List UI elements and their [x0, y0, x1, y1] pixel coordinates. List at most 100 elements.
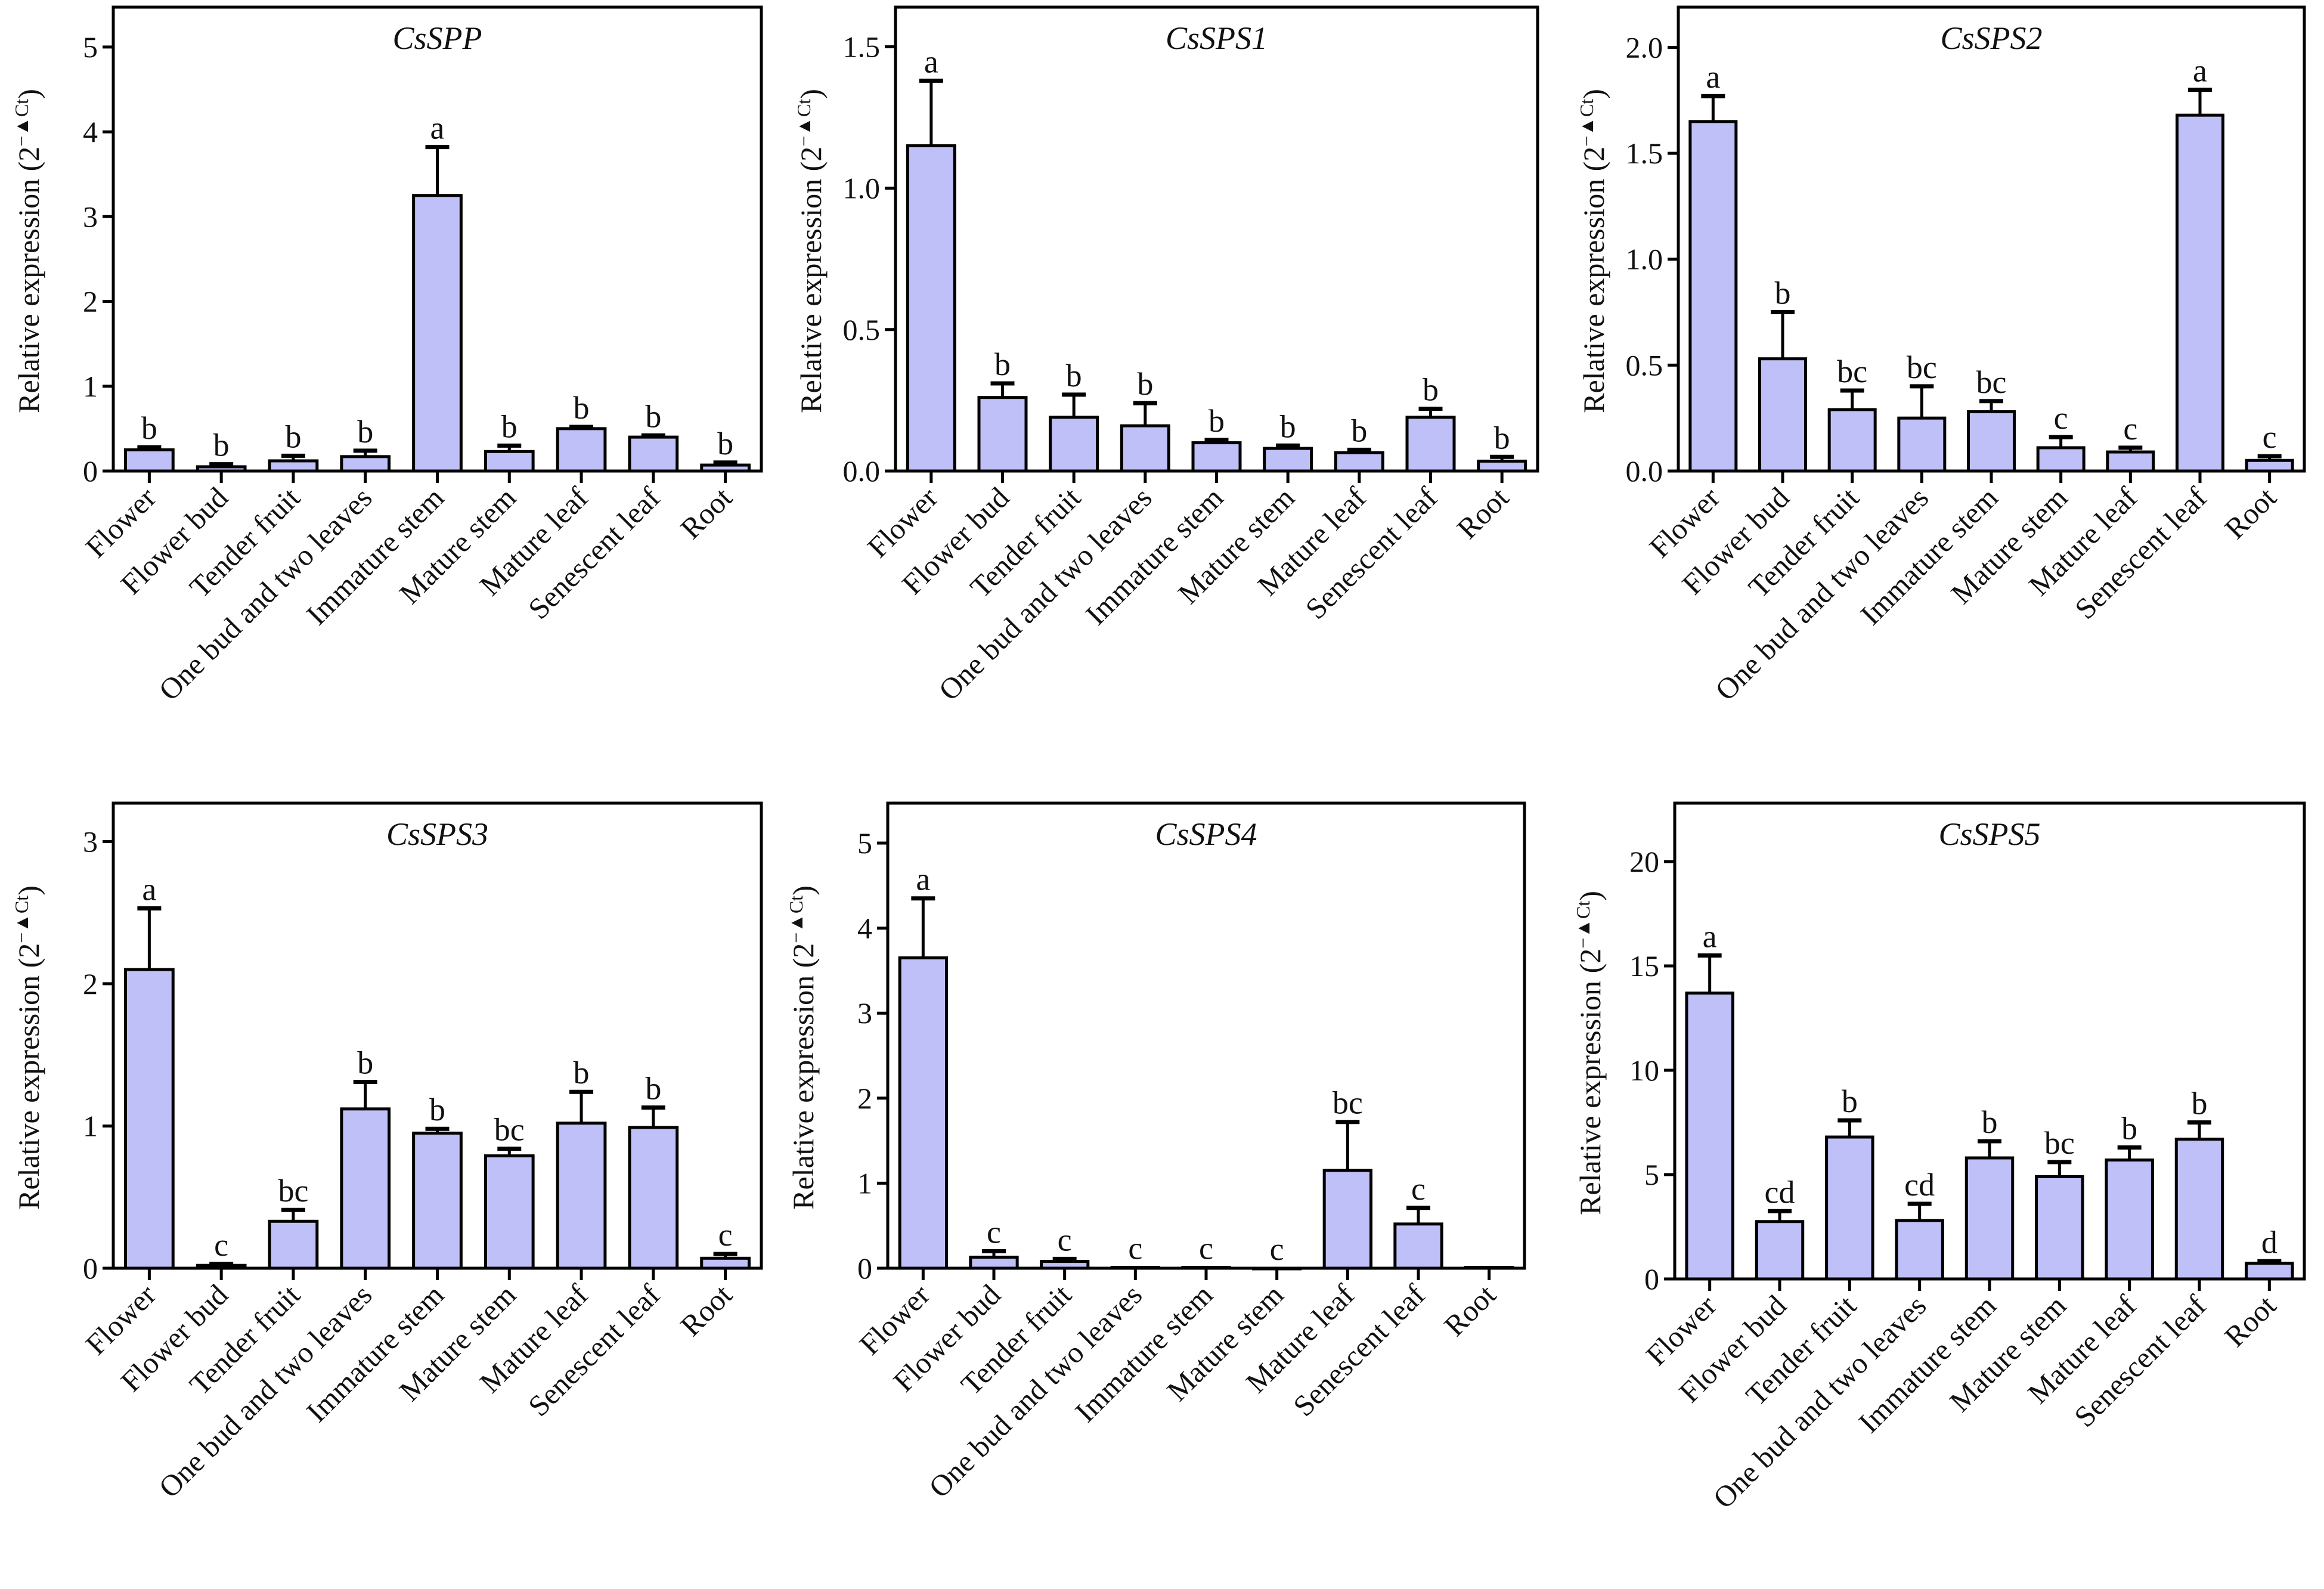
significance-letter: b — [1982, 1104, 1998, 1140]
y-tick-label: 5 — [857, 826, 872, 860]
bar-mature-leaf — [556, 427, 607, 473]
bar-senescent-leaf — [2174, 1138, 2224, 1281]
y-axis-label: Relative expression (2−▲Ct) — [1572, 891, 1607, 1215]
significance-letter: bc — [494, 1112, 525, 1148]
significance-letter: c — [2123, 411, 2137, 447]
y-tick-label: 0 — [857, 1252, 872, 1285]
bar-tender-fruit — [268, 1219, 319, 1270]
y-tick-label: 1.5 — [843, 30, 881, 63]
significance-letter: bc — [278, 1173, 308, 1209]
y-tick-label: 0.0 — [1626, 454, 1663, 488]
bar-flower — [906, 144, 956, 473]
significance-letter: b — [1351, 413, 1367, 448]
y-axis-label: Relative expression (2−▲Ct) — [11, 885, 45, 1210]
bar-root — [700, 1256, 751, 1270]
y-tick-label: 2.0 — [1626, 30, 1663, 64]
significance-letter: c — [1270, 1231, 1284, 1267]
significance-letter: c — [1199, 1231, 1213, 1266]
y-tick-label: 2 — [83, 285, 98, 318]
bar-flower-bud — [977, 396, 1028, 473]
x-tick-label: Root — [1437, 1278, 1502, 1342]
bar-immature-stem — [1964, 1156, 2015, 1281]
significance-letter: b — [645, 1070, 661, 1106]
bar-tender-fruit — [268, 459, 319, 473]
y-axis-label-main: Relative expression (2 — [786, 943, 820, 1210]
significance-letter: b — [994, 346, 1011, 382]
chart-title: CsSPS5 — [1938, 816, 2040, 852]
significance-letter: a — [2193, 53, 2207, 89]
y-tick-label: 4 — [857, 912, 872, 945]
y-tick-label: 2 — [83, 967, 98, 1001]
bar-flower-bud — [196, 1263, 247, 1270]
bar-mature-leaf — [2105, 1159, 2154, 1281]
y-tick-label: 4 — [83, 115, 98, 148]
bar-flower — [1685, 992, 1734, 1281]
significance-letter: d — [2261, 1224, 2277, 1260]
y-axis-label: Relative expression (2−▲Ct) — [11, 89, 45, 413]
significance-letter: a — [142, 872, 156, 907]
significance-letter: a — [1703, 919, 1717, 955]
significance-letter: a — [924, 44, 938, 79]
significance-letter: b — [645, 398, 661, 434]
y-tick-label: 15 — [1629, 949, 1659, 983]
bar-flower-bud — [1758, 357, 1807, 473]
significance-letter: b — [213, 428, 230, 463]
bar-one-bud-and-two-leaves — [1897, 416, 1947, 473]
bar-root — [2245, 459, 2294, 473]
bar-immature-stem — [412, 1131, 463, 1270]
bar-flower-bud — [1755, 1220, 1805, 1281]
significance-letter: b — [285, 419, 301, 454]
bar-mature-leaf — [556, 1122, 607, 1270]
significance-letter: cd — [1904, 1167, 1935, 1203]
bar-flower — [124, 448, 175, 473]
significance-letter: c — [2263, 419, 2277, 455]
bar-one-bud-and-two-leaves — [1895, 1219, 1944, 1281]
significance-letter: cd — [1765, 1174, 1795, 1210]
bar-flower — [1688, 120, 1738, 473]
chart-panel-CsSPS2: CsSPS2 0.0 0.5 1.0 1.5 2.0 Relative expression… — [1576, 5, 2306, 707]
y-axis-label-close: ) — [794, 89, 828, 99]
bar-senescent-leaf — [628, 435, 679, 473]
plot-frame — [886, 801, 1526, 1270]
bar-flower — [898, 956, 948, 1270]
y-axis-label-exponent: −▲Ct — [1576, 99, 1597, 147]
significance-letter: a — [430, 110, 445, 146]
significance-letter: b — [501, 408, 518, 444]
x-tick-label: Root — [674, 1278, 738, 1342]
significance-letter: a — [916, 862, 930, 897]
bar-tender-fruit — [1825, 1135, 1874, 1281]
significance-letter: bc — [2044, 1125, 2075, 1161]
significance-letter: bc — [1837, 354, 1867, 389]
y-axis-label-exponent: −▲Ct — [11, 896, 32, 943]
x-tick-label: Root — [2218, 481, 2282, 545]
y-axis-label: Relative expression (2−▲Ct) — [793, 89, 828, 413]
significance-letter: bc — [1333, 1085, 1363, 1121]
y-tick-label: 10 — [1629, 1054, 1659, 1087]
y-tick-label: 2 — [857, 1082, 872, 1115]
significance-letter: c — [1058, 1222, 1072, 1257]
y-axis-label-main: Relative expression (2 — [1573, 949, 1607, 1215]
y-tick-label: 3 — [83, 200, 98, 233]
bar-senescent-leaf — [628, 1126, 679, 1270]
significance-letter: c — [718, 1217, 733, 1253]
significance-letter: b — [2121, 1111, 2137, 1147]
significance-letter: bc — [1976, 364, 2007, 400]
significance-letter: c — [1128, 1231, 1142, 1266]
bar-mature-leaf — [2106, 450, 2155, 473]
y-axis-label-exponent: −▲Ct — [793, 99, 814, 147]
x-tick-label: Root — [674, 481, 738, 545]
y-axis-label: Relative expression (2−▲Ct) — [785, 885, 820, 1210]
significance-letter: b — [1209, 403, 1225, 439]
significance-letter: b — [1842, 1083, 1858, 1119]
y-axis-label-close: ) — [1573, 891, 1607, 901]
y-axis-label-main: Relative expression (2 — [1577, 147, 1610, 413]
significance-letter: b — [1423, 372, 1439, 408]
y-tick-label: 1 — [83, 370, 98, 403]
bar-senescent-leaf — [2176, 113, 2224, 473]
chart-title: CsSPS3 — [386, 816, 488, 852]
significance-letter: b — [1137, 366, 1153, 402]
bar-flower-bud — [969, 1255, 1019, 1270]
bar-one-bud-and-two-leaves — [1120, 424, 1170, 473]
